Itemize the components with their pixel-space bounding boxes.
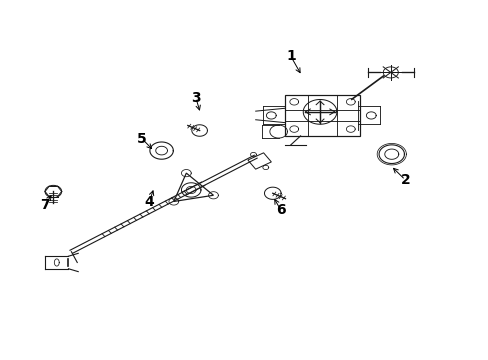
Text: 4: 4 — [144, 194, 154, 208]
Text: 2: 2 — [400, 173, 409, 187]
Text: 3: 3 — [190, 90, 200, 104]
Text: 5: 5 — [137, 132, 147, 146]
Text: 1: 1 — [285, 49, 295, 63]
Text: 6: 6 — [276, 203, 285, 217]
Text: 7: 7 — [40, 198, 49, 212]
